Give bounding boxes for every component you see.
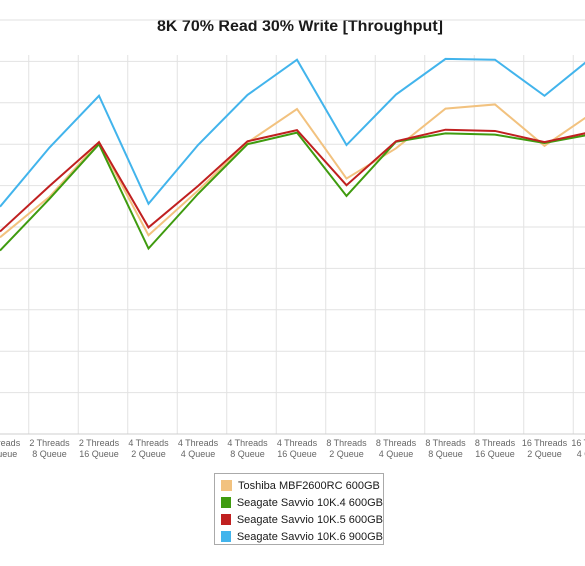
x-tick-label: 4 Threads 2 Queue: [128, 438, 169, 459]
x-tick-label: 8 Threads 8 Queue: [425, 438, 466, 459]
chart-title: 8K 70% Read 30% Write [Throughput]: [157, 18, 443, 35]
legend-swatch: [221, 480, 232, 491]
legend-label: Toshiba MBF2600RC 600GB: [238, 479, 380, 492]
x-tick-label: 8 Threads 2 Queue: [326, 438, 367, 459]
x-tick-label: 2 Threads 16 Queue: [79, 438, 120, 459]
legend-swatch: [221, 531, 231, 542]
x-tick-label: 8 Threads 4 Queue: [376, 438, 417, 459]
series-line-1: [0, 103, 585, 239]
chart-legend: Toshiba MBF2600RC 600GB Seagate Savvio 10…: [214, 473, 384, 545]
legend-item: Seagate Savvio 10K.4 600GB: [221, 494, 383, 511]
x-tick-label: 4 Threads 16 Queue: [277, 438, 318, 459]
x-tick-label: 4 Threads 4 Queue: [178, 438, 219, 459]
series-line-2: [0, 131, 585, 252]
x-tick-label: 4 Threads 8 Queue: [227, 438, 268, 459]
legend-label: Seagate Savvio 10K.4 600GB: [236, 496, 383, 509]
x-tick-label: 2 Threads 8 Queue: [29, 438, 70, 459]
legend-swatch: [221, 497, 231, 508]
chart-grid: [0, 19, 585, 435]
series-line-4: [0, 57, 585, 208]
legend-item: Seagate Savvio 10K.5 600GB: [221, 511, 383, 528]
legend-item: Toshiba MBF2600RC 600GB: [221, 477, 383, 494]
legend-swatch: [221, 514, 231, 525]
x-tick-label: 8 Threads 16 Queue: [475, 438, 516, 459]
legend-label: Seagate Savvio 10K.5 600GB: [236, 513, 383, 526]
legend-label: Seagate Savvio 10K.6 900GB: [236, 530, 383, 543]
x-tick-label: 16 Threads 2 Queue: [522, 438, 568, 459]
chart-series-lines: [0, 57, 585, 252]
series-line-3: [0, 128, 585, 233]
legend-item: Seagate Savvio 10K.6 900GB: [221, 528, 383, 545]
